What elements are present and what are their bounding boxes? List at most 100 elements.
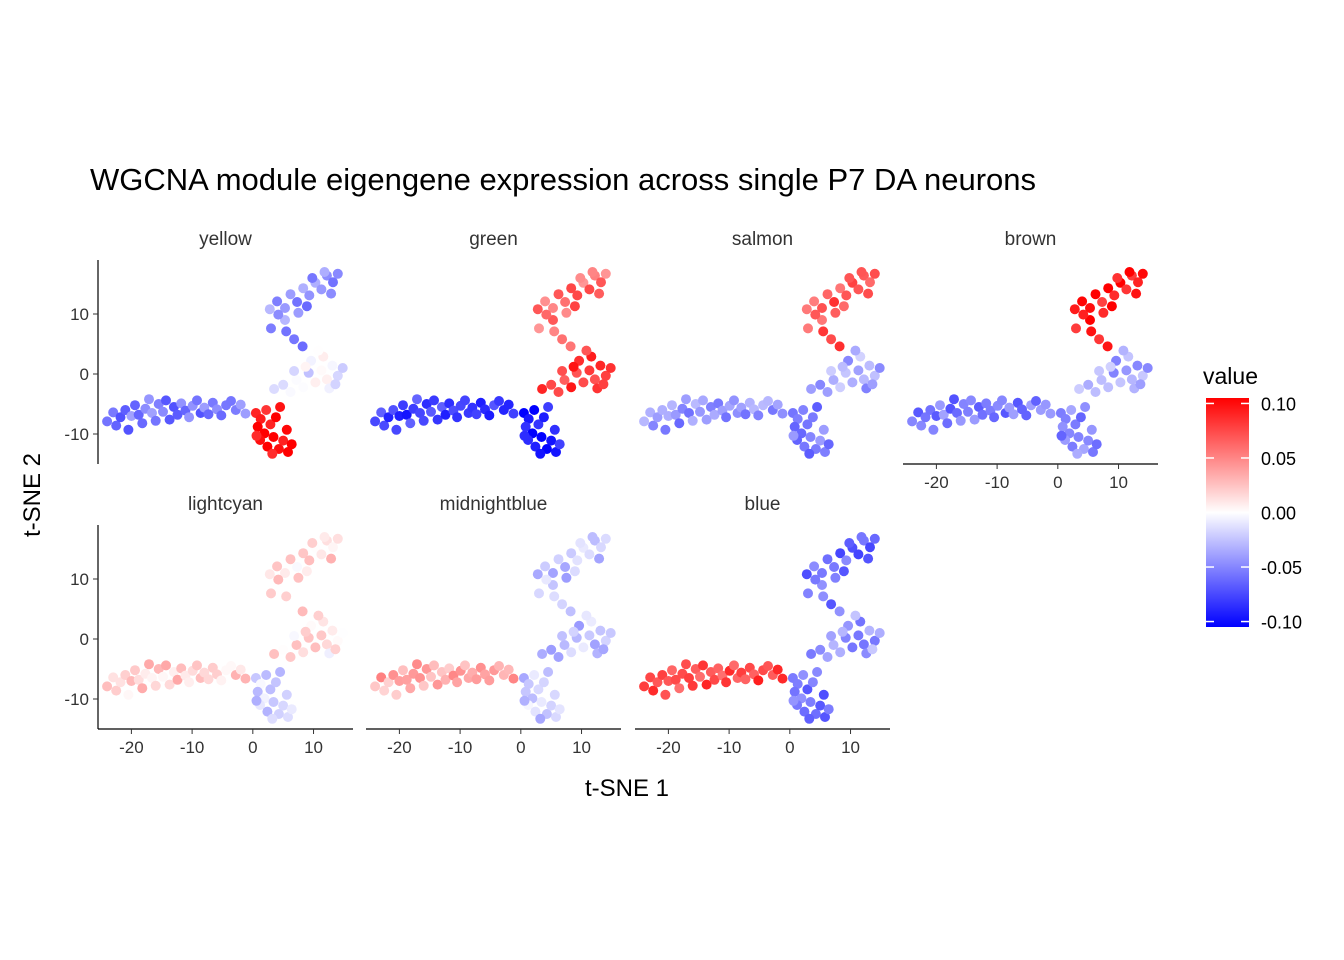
x-axis-title: t-SNE 1 [585,775,669,802]
panel-brown: brown -20 -10 0 10 [903,229,1158,492]
data-point [838,301,849,312]
data-point [838,566,849,577]
data-point [332,635,343,646]
points-lightcyan [102,532,348,724]
data-point [391,424,402,435]
data-point [298,548,309,559]
data-point [596,542,606,553]
data-point [310,377,321,388]
data-point [1098,307,1109,318]
data-point [569,301,580,312]
legend-label: 0.10 [1261,394,1296,414]
data-point [598,644,609,655]
data-point [652,412,663,423]
data-point [799,706,810,717]
data-point [529,405,540,415]
data-point [412,659,422,670]
data-point [584,365,595,376]
legend-label: -0.10 [1261,613,1302,633]
data-point [584,284,595,295]
data-point [226,661,236,671]
data-point [572,290,583,301]
data-point [337,628,348,638]
data-point [523,414,534,424]
data-point [835,548,846,559]
data-point [826,631,837,641]
data-point [584,630,595,641]
data-point [203,674,214,685]
data-point [429,660,439,671]
data-point [1085,315,1095,325]
data-point [291,640,302,650]
data-point [388,405,399,415]
data-point [789,421,800,432]
data-point [596,277,606,288]
data-point [569,566,580,577]
data-point [307,273,318,283]
data-point [815,700,826,711]
data-point [1105,361,1116,372]
data-point [589,374,600,385]
x-tick-label: -20 [656,738,681,757]
data-point [798,670,809,680]
data-point [383,412,394,423]
data-point [566,548,577,559]
data-point [598,379,609,390]
data-point [255,414,266,424]
data-point [600,370,611,381]
data-point [1077,296,1088,307]
data-point [1066,405,1077,415]
data-point [147,673,157,683]
data-point [267,448,278,459]
data-point [388,670,399,680]
data-point [268,432,279,442]
data-point [494,396,504,406]
data-point [942,418,953,429]
data-point [532,304,543,315]
data-point [1121,365,1132,376]
data-point [575,538,586,548]
x-tick-label: 0 [1053,473,1062,492]
data-point [102,416,113,427]
data-point [321,374,332,385]
data-point [192,660,202,671]
panel-title-yellow: yellow [199,229,252,250]
data-point [285,652,296,662]
data-point [844,538,855,548]
data-point [1131,288,1142,299]
data-point [913,407,924,418]
y-tick-label: 0 [80,365,89,384]
data-point [802,419,813,430]
data-point [1090,289,1101,300]
data-point [822,652,833,662]
data-point [133,674,144,685]
data-point [150,680,161,691]
data-point [763,661,773,671]
data-point [432,679,443,690]
data-point [1118,345,1129,356]
data-point [280,303,290,313]
data-point [252,421,263,432]
data-point [418,680,429,691]
data-point [837,361,848,372]
data-point [319,532,330,542]
x-tick-label: -20 [924,473,949,492]
data-point [826,366,837,376]
data-point [674,683,685,694]
data-point [1132,360,1143,371]
data-point [251,430,262,441]
data-point [572,555,583,566]
data-point [1091,439,1102,450]
data-point [856,267,867,277]
data-point [867,379,878,390]
data-point [540,296,551,307]
data-point [285,387,296,397]
data-point [721,412,732,423]
data-point [1088,447,1098,457]
data-point [548,580,558,590]
data-point [1085,303,1095,313]
data-point [216,410,227,421]
points-midnightblue [370,532,616,724]
data-point [494,661,504,671]
data-point [529,670,540,680]
